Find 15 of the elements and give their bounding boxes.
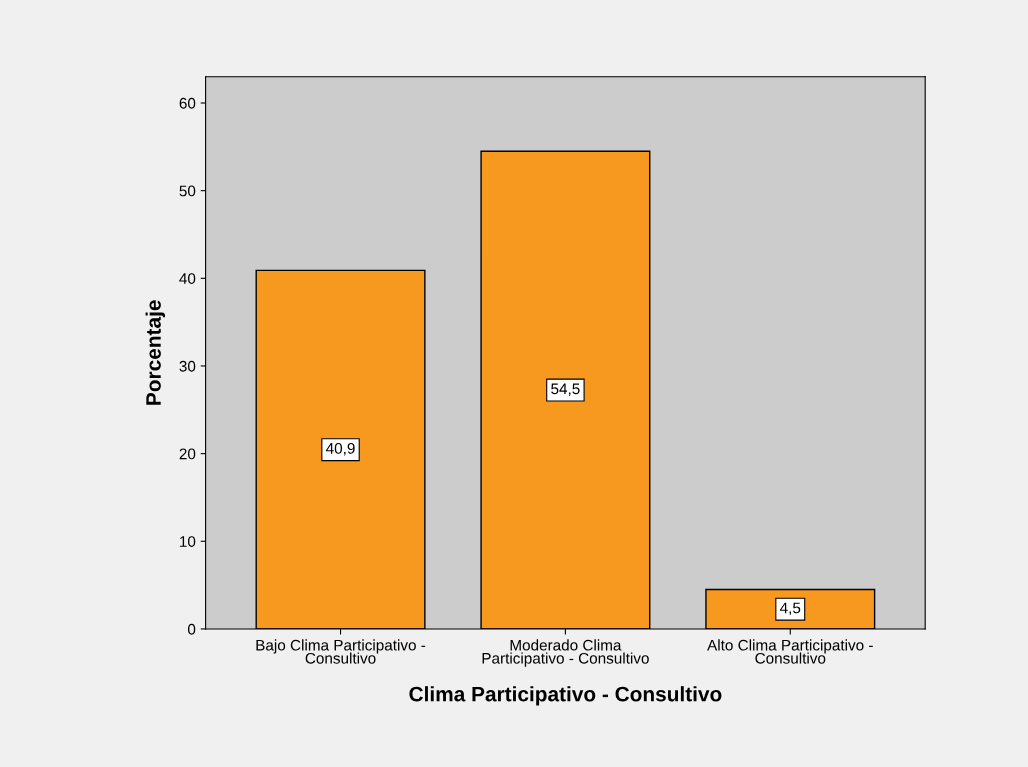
- y-tick-label: 0: [187, 623, 196, 635]
- y-tick-label: 60: [179, 97, 196, 109]
- x-tick-label: Bajo Clima Participativo - Consultivo: [256, 639, 426, 664]
- y-tick-label: 30: [179, 360, 196, 372]
- data-label: 4,5: [780, 602, 801, 616]
- data-label: 40,9: [326, 442, 355, 456]
- x-tick-label: Moderado Clima Participativo - Consultivo: [482, 639, 649, 667]
- x-axis-title: Clima Participativo - Consultivo: [409, 686, 722, 706]
- y-tick-label: 50: [179, 185, 196, 197]
- x-tick-label: Alto Clima Participativo - Consultivo: [707, 639, 873, 664]
- data-label: 54,5: [551, 383, 580, 396]
- y-axis-title: Porcentaje: [145, 300, 165, 405]
- y-tick-label: 10: [180, 536, 196, 547]
- y-tick-label: 20: [179, 448, 196, 460]
- y-tick-label: 40: [179, 273, 196, 284]
